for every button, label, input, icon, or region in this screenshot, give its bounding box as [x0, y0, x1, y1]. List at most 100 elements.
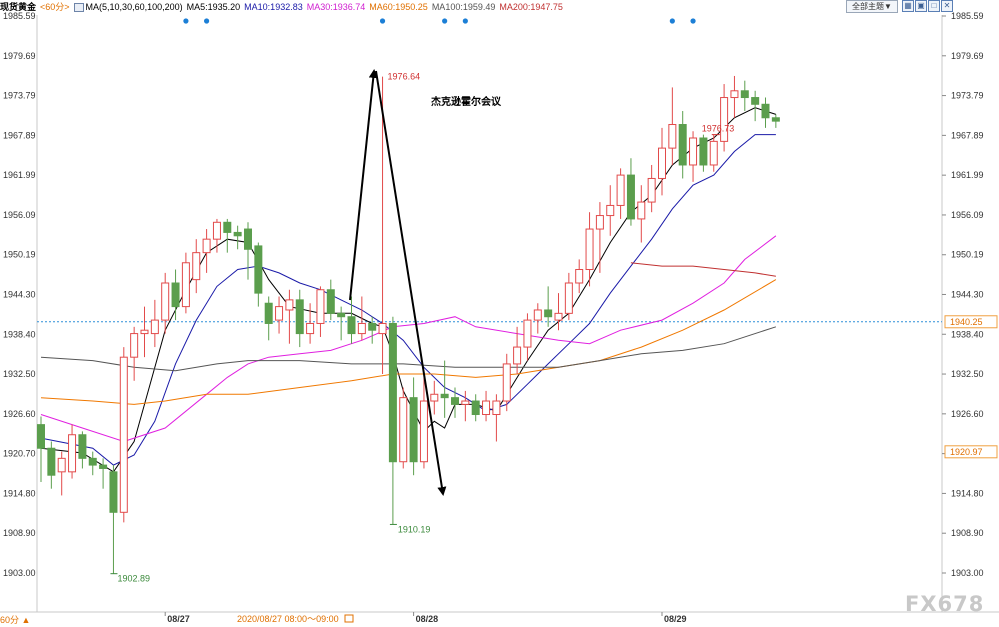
- candle-body: [264, 302, 273, 324]
- candle: [254, 242, 263, 307]
- candle-body: [254, 245, 263, 294]
- candle: [709, 134, 718, 172]
- candle-body: [57, 457, 66, 473]
- event-marker-dot: [669, 18, 675, 24]
- candle: [171, 269, 180, 321]
- y-tick-label-left: 1932.50: [3, 369, 36, 379]
- y-tick-label-right: 1938.40: [951, 329, 984, 339]
- candle: [430, 380, 439, 415]
- ma-params[interactable]: MA(5,10,30,60,100,200): [85, 2, 183, 12]
- candle-body: [357, 322, 366, 335]
- period-label[interactable]: <60分>: [40, 2, 70, 12]
- candle: [78, 431, 87, 469]
- ma60-line: [40, 279, 777, 405]
- candle-body: [502, 363, 511, 402]
- arrow-down: [375, 70, 447, 496]
- x-tick-label: 08/28: [416, 614, 439, 624]
- candle: [109, 465, 118, 574]
- y-tick-label-right: 1967.89: [951, 130, 984, 140]
- candle: [595, 202, 604, 273]
- high-price-label: 1976.64: [388, 72, 421, 82]
- ma30-line: [40, 235, 777, 443]
- maximize-icon[interactable]: □: [928, 0, 940, 12]
- candle: [47, 441, 56, 489]
- candle-body: [140, 329, 149, 335]
- candle: [647, 164, 656, 213]
- candle: [637, 185, 646, 243]
- ma60-value: MA60:1950.25: [369, 2, 428, 12]
- candle-body: [720, 97, 729, 142]
- y-tick-label-right: 1944.30: [951, 289, 984, 299]
- close-icon[interactable]: ✕: [941, 0, 953, 12]
- y-tick-label-left: 1973.79: [3, 91, 36, 101]
- y-tick-label-right: 1908.90: [951, 528, 984, 538]
- candle-body: [109, 471, 118, 513]
- candle: [119, 347, 128, 523]
- candle: [451, 387, 459, 418]
- current-price-badge: [944, 315, 998, 329]
- candle-body: [306, 322, 315, 335]
- candle-body: [668, 124, 677, 149]
- candle: [761, 97, 770, 128]
- candle: [388, 316, 397, 525]
- candle-body: [637, 201, 646, 220]
- x-tick-label: 08/27: [167, 614, 190, 624]
- candle-body: [409, 397, 418, 463]
- candle: [326, 279, 335, 321]
- settings-icon[interactable]: [73, 3, 84, 13]
- symbol-name[interactable]: 现货黄金: [0, 2, 37, 12]
- candle: [295, 289, 304, 348]
- candle: [699, 134, 708, 172]
- candle: [150, 299, 159, 348]
- candle-body: [564, 282, 573, 314]
- candle-body: [751, 97, 760, 105]
- y-tick-label-left: 1944.30: [3, 289, 36, 299]
- period-button[interactable]: 60分 ▲: [0, 615, 31, 625]
- calendar-icon: [344, 614, 354, 623]
- candle: [202, 229, 211, 273]
- candle: [37, 416, 45, 482]
- candle-body: [295, 299, 304, 335]
- cursor-time-label: 2020/08/27 08:00～09:00: [237, 614, 339, 624]
- arrow-up: [349, 69, 378, 301]
- candle-body: [554, 312, 563, 321]
- candle-body: [388, 322, 397, 463]
- candle-body: [212, 221, 221, 240]
- candle-body: [233, 231, 242, 237]
- candle-body: [647, 177, 656, 203]
- window-icon[interactable]: ▣: [915, 0, 927, 12]
- theme-select-button[interactable]: 全部主题▼: [846, 0, 898, 13]
- ma200-line: [630, 262, 776, 277]
- candle: [233, 225, 242, 250]
- x-tick-label: 08/29: [664, 614, 687, 624]
- candle: [140, 306, 149, 358]
- candle-body: [161, 282, 170, 321]
- candle-body: [37, 424, 45, 449]
- side-price-label: 1920.97: [950, 447, 983, 457]
- candle-body: [699, 137, 708, 166]
- candle-body: [709, 140, 718, 166]
- y-tick-label-left: 1961.99: [3, 170, 36, 180]
- event-marker-dot: [690, 18, 696, 24]
- candle: [378, 76, 387, 375]
- y-tick-label-left: 1914.80: [3, 488, 36, 498]
- candle: [606, 185, 615, 236]
- candle: [658, 127, 666, 196]
- candle-body: [419, 400, 428, 463]
- event-marker-dot: [442, 18, 448, 24]
- grid-icon[interactable]: ▦: [902, 0, 914, 12]
- candle: [689, 131, 698, 182]
- candle: [471, 394, 480, 422]
- candle-body: [585, 228, 594, 271]
- candle-body: [461, 400, 470, 405]
- candle-body: [119, 356, 128, 513]
- candle-body: [513, 346, 522, 365]
- candle: [285, 289, 294, 344]
- candle-body: [150, 319, 159, 335]
- candle-body: [99, 464, 108, 469]
- candle-body: [595, 215, 604, 230]
- y-tick-label-left: 1979.69: [3, 51, 36, 61]
- high2-price-label: 1976.73: [702, 124, 735, 134]
